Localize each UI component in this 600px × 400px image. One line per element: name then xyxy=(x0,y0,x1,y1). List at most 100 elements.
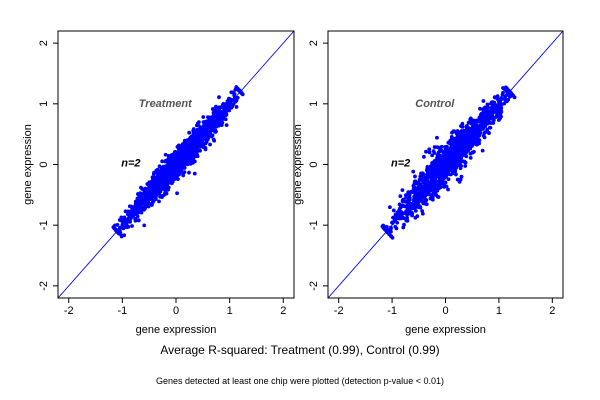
data-point xyxy=(457,179,462,184)
data-point xyxy=(458,135,463,140)
data-point xyxy=(203,123,207,128)
x-tick-label: 0 xyxy=(173,305,179,317)
data-point xyxy=(201,115,206,119)
data-point xyxy=(420,171,425,176)
y-axis-title: gene expression xyxy=(22,124,34,205)
data-point xyxy=(485,127,490,132)
data-point xyxy=(478,106,482,111)
data-point xyxy=(401,199,405,204)
data-point xyxy=(228,97,233,102)
data-point xyxy=(512,95,517,100)
data-point xyxy=(486,105,490,110)
data-point xyxy=(390,235,395,240)
data-point xyxy=(417,195,422,200)
data-point xyxy=(192,159,197,164)
data-point xyxy=(197,131,202,136)
data-point xyxy=(464,134,469,139)
data-point xyxy=(480,148,485,153)
data-point xyxy=(425,169,430,174)
data-point xyxy=(223,117,228,122)
data-point xyxy=(461,147,466,152)
data-point xyxy=(419,190,424,195)
data-point xyxy=(420,211,425,216)
data-point xyxy=(407,199,411,203)
data-point xyxy=(156,169,161,174)
data-point xyxy=(183,151,187,156)
x-tick-label: 2 xyxy=(280,305,286,317)
data-point xyxy=(414,200,419,205)
data-point xyxy=(208,142,212,147)
data-point xyxy=(130,224,134,228)
data-point xyxy=(214,110,219,115)
data-point xyxy=(208,130,213,135)
data-point xyxy=(124,225,129,230)
data-point xyxy=(217,95,221,100)
data-point xyxy=(232,92,237,96)
data-point xyxy=(422,196,427,200)
data-point xyxy=(129,209,134,214)
data-point xyxy=(184,146,189,151)
data-point xyxy=(172,155,177,159)
data-point xyxy=(482,135,487,140)
data-point xyxy=(189,146,194,150)
x-tick-label: 2 xyxy=(549,305,555,317)
data-point xyxy=(452,146,457,150)
data-point-outlier xyxy=(430,153,435,158)
data-point-outlier xyxy=(163,159,168,164)
data-point xyxy=(172,169,177,174)
data-point xyxy=(198,148,202,153)
data-point xyxy=(233,87,238,92)
x-tick-label: 0 xyxy=(442,305,448,317)
data-point xyxy=(454,172,458,177)
data-point xyxy=(168,158,173,162)
data-point xyxy=(448,172,453,177)
data-point xyxy=(407,193,411,198)
data-point xyxy=(401,225,406,230)
data-point xyxy=(464,124,469,129)
data-point xyxy=(197,120,201,125)
data-point xyxy=(442,155,447,159)
data-point xyxy=(452,142,456,147)
sample-size-label: n=2 xyxy=(121,157,140,169)
data-point xyxy=(224,123,229,128)
data-point xyxy=(143,205,148,209)
data-point xyxy=(194,130,198,135)
y-tick-label: 1 xyxy=(38,101,50,107)
data-point xyxy=(446,187,450,192)
data-point xyxy=(119,234,124,239)
data-point xyxy=(418,204,422,209)
data-point xyxy=(224,110,228,115)
data-point xyxy=(436,150,441,155)
data-point xyxy=(452,161,457,166)
data-point xyxy=(162,187,167,192)
data-point xyxy=(403,193,408,198)
data-point xyxy=(466,144,471,149)
data-point xyxy=(169,181,174,186)
data-point xyxy=(204,131,208,136)
data-point xyxy=(443,145,447,149)
data-point xyxy=(159,193,164,198)
data-point xyxy=(460,125,465,129)
data-point xyxy=(123,209,128,214)
data-point xyxy=(234,98,239,103)
y-axis-title: gene expression xyxy=(292,124,304,205)
data-point xyxy=(171,164,175,169)
data-point xyxy=(406,210,411,215)
data-point xyxy=(184,158,188,163)
data-point xyxy=(463,160,468,165)
data-point xyxy=(485,111,490,115)
data-point xyxy=(427,192,432,197)
data-point xyxy=(407,204,412,209)
data-point xyxy=(507,94,512,99)
data-point xyxy=(488,125,493,130)
data-point xyxy=(413,174,417,179)
y-tick-label: 0 xyxy=(308,161,320,167)
data-point xyxy=(128,220,132,224)
data-point xyxy=(410,210,414,215)
data-point xyxy=(133,216,138,221)
data-point xyxy=(166,185,171,190)
data-point xyxy=(436,157,441,162)
identity-line xyxy=(328,31,563,298)
data-point xyxy=(388,205,392,210)
data-point xyxy=(486,130,491,135)
